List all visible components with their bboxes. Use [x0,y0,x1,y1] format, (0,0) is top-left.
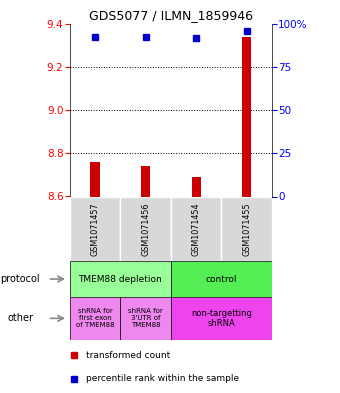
Text: control: control [206,275,237,283]
Bar [141,166,150,196]
Text: percentile rank within the sample: percentile rank within the sample [86,374,239,383]
Text: TMEM88 depletion: TMEM88 depletion [79,275,162,283]
Text: shRNA for
first exon
of TMEM88: shRNA for first exon of TMEM88 [76,309,114,328]
Text: transformed count: transformed count [86,351,170,360]
Bar [70,297,120,340]
Text: shRNA for
3'UTR of
TMEM88: shRNA for 3'UTR of TMEM88 [128,309,163,328]
Bar [242,37,251,197]
Bar [70,261,171,297]
Bar [120,297,171,340]
Title: GDS5077 / ILMN_1859946: GDS5077 / ILMN_1859946 [89,9,253,22]
Bar [171,297,272,340]
Text: GSM1071454: GSM1071454 [192,202,201,256]
Bar [171,196,221,261]
Bar [191,177,201,196]
Bar [171,261,272,297]
Bar [90,162,100,196]
Text: non-targetting
shRNA: non-targetting shRNA [191,309,252,328]
Bar [70,196,120,261]
Text: GSM1071457: GSM1071457 [90,202,100,256]
Text: GSM1071455: GSM1071455 [242,202,251,256]
Text: GSM1071456: GSM1071456 [141,202,150,256]
Bar [221,196,272,261]
Text: other: other [7,313,33,323]
Text: protocol: protocol [1,274,40,284]
Bar [120,196,171,261]
